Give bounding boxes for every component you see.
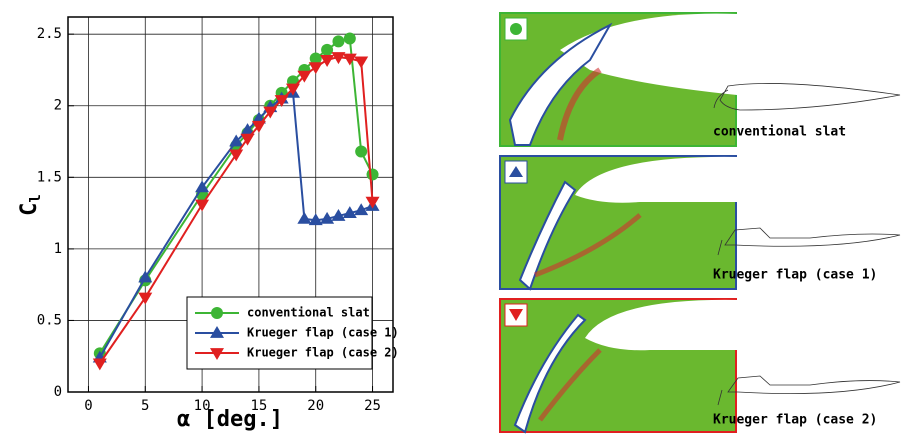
airfoil	[575, 156, 737, 203]
marker	[354, 56, 369, 69]
marker	[321, 43, 334, 56]
legend-label: Krueger flap (case 2)	[247, 346, 399, 360]
marker	[138, 270, 153, 283]
marker	[195, 180, 210, 193]
marker	[332, 35, 345, 48]
y-tick-label: 0.5	[37, 312, 62, 328]
icon	[510, 23, 522, 35]
airfoil-outline	[717, 227, 901, 256]
caption: Krueger flap (case 1)	[713, 268, 877, 283]
airfoil-outline	[713, 83, 901, 111]
marker	[320, 211, 335, 224]
wake	[538, 348, 602, 422]
marker	[263, 106, 278, 119]
marker	[92, 358, 107, 371]
y-tick-label: 1	[54, 241, 62, 257]
marker	[229, 149, 244, 162]
panel-krueger-2: Krueger flap (case 2)	[499, 298, 901, 434]
icon	[509, 309, 523, 321]
panel-krueger-1: Krueger flap (case 1)	[499, 155, 901, 291]
y-label-sub: l	[28, 194, 44, 202]
marker	[240, 123, 255, 135]
marker	[308, 62, 323, 75]
marker	[195, 199, 210, 212]
marker	[211, 307, 223, 319]
marker	[240, 133, 255, 146]
marker	[320, 55, 335, 67]
marker	[210, 326, 224, 338]
caption: Krueger flap (case 2)	[713, 413, 877, 428]
marker	[342, 206, 357, 218]
marker	[210, 348, 224, 360]
legend-label: conventional slat	[247, 306, 370, 320]
icon	[509, 166, 523, 177]
marker	[286, 83, 300, 96]
y-tick-label: 2.5	[37, 26, 62, 42]
y-tick-label: 1.5	[37, 169, 62, 185]
marker	[365, 196, 380, 209]
y-axis-label: Cl	[17, 194, 44, 216]
marker	[297, 211, 312, 224]
marker	[308, 213, 323, 226]
marker	[309, 52, 322, 65]
x-tick-label: 5	[141, 398, 149, 414]
marker	[229, 134, 244, 147]
legend-label: Krueger flap (case 1)	[247, 326, 399, 340]
x-tick-label: 10	[194, 398, 211, 414]
marker	[138, 292, 153, 305]
plot-frame	[67, 16, 394, 393]
x-tick-label: 0	[84, 398, 92, 414]
slat	[508, 22, 613, 146]
marker	[297, 70, 312, 83]
marker	[343, 32, 356, 45]
marker	[251, 120, 266, 133]
wake	[534, 213, 642, 278]
x-tick-label: 25	[364, 398, 381, 414]
airfoil-outline	[717, 375, 901, 406]
x-axis-label: α [deg.]	[177, 407, 283, 432]
x-tick-label: 15	[250, 398, 267, 414]
x-tick-label: 20	[307, 398, 324, 414]
airfoil	[585, 299, 737, 351]
y-label-main: C	[17, 203, 42, 216]
marker	[342, 53, 357, 66]
panel-conventional: conventional slat	[499, 12, 901, 147]
marker	[354, 203, 369, 216]
marker	[274, 95, 289, 108]
y-tick-label: 2	[54, 98, 62, 114]
y-tick-label: 0	[54, 384, 62, 400]
series-line	[98, 56, 374, 364]
marker	[331, 52, 346, 65]
marker	[355, 145, 368, 158]
wake	[557, 67, 602, 141]
marker	[366, 168, 379, 181]
plot: 0 0.5 1 1.5 2 2.5 0 5 10 15 20 25 conventional slat K…	[37, 16, 399, 414]
marker	[331, 208, 346, 221]
caption: conventional slat	[713, 125, 846, 140]
flap	[513, 313, 587, 434]
flap	[518, 180, 577, 291]
